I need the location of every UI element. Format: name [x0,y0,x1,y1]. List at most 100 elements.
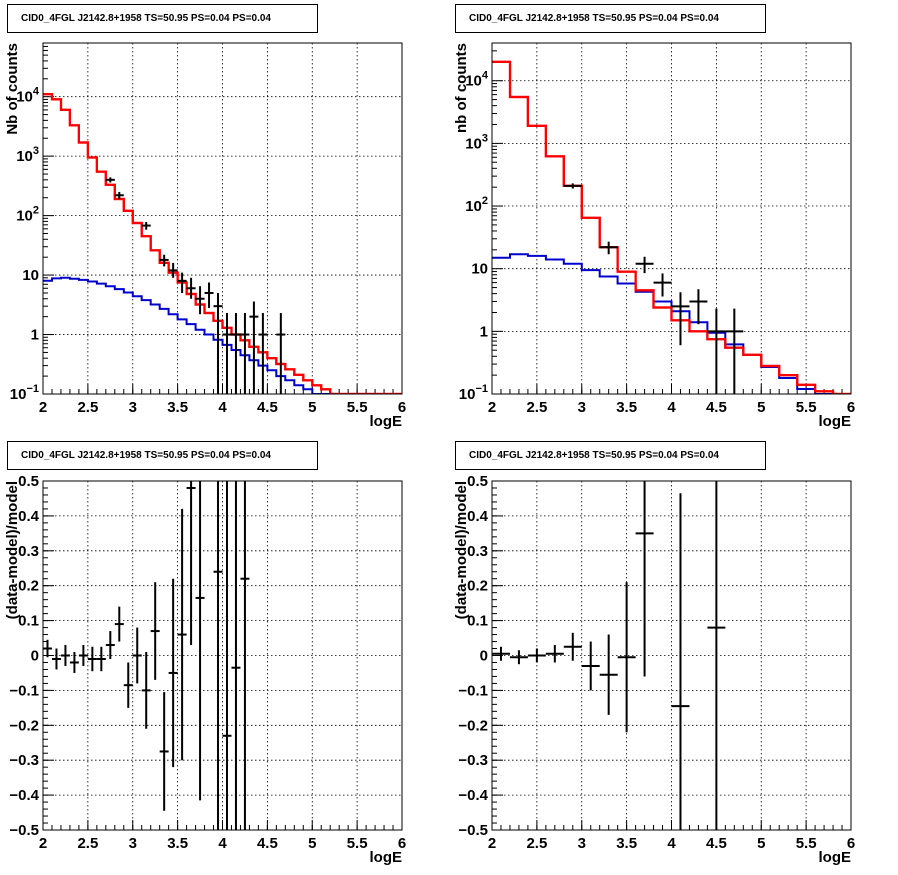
x-tick-label: 4 [218,399,227,416]
x-tick-label: 3 [129,399,137,416]
y-tick-label: −0.1 [9,682,39,699]
chart-panel-top-right: 2 2.5 3 3.5 4 4.5 5 5.5 6 10−1 1 10 102 103 104 logE nb … [453,42,855,430]
x-tick-label: 2.5 [526,399,547,416]
data-point [276,313,286,394]
y-tick-label: 102 [16,205,39,225]
chart-panel-top-left: 2 2.5 3 3.5 4 4.5 5 5.5 6 10−1 1 10 102 103 104 logE Nb … [4,42,406,430]
data-point [195,286,205,315]
data-point [671,493,690,830]
data-point [177,272,187,293]
x-tick-label: 3 [578,399,586,416]
plot-area [43,93,402,394]
x-tick-label: 2 [488,835,496,852]
data-point [599,634,618,715]
plot-frame [491,480,852,831]
data-point [141,652,151,729]
x-tick-label: 6 [847,399,855,416]
data-point [563,632,582,661]
y-tick-label: 10−1 [10,383,39,403]
x-tick-label: 5.5 [347,835,368,852]
plot-frame [42,480,403,831]
y-tick-label: 102 [465,195,488,215]
total-model-histogram [43,93,402,394]
x-tick-label: 5 [308,399,316,416]
x-tick-label: 6 [398,835,406,852]
x-tick-label: 3.5 [616,399,637,416]
chart-title: CID0_4FGL J2142.8+1958 TS=50.95 PS=0.04 … [469,450,719,461]
data-point [492,646,510,661]
data-point [240,313,250,394]
data-point [105,177,115,183]
y-tick-label: 0.5 [467,473,488,490]
x-tick-label: 6 [398,399,406,416]
data-point [240,481,250,830]
data-point [635,481,654,677]
y-axis-label: (data-model)/model [453,481,470,619]
data-point [213,481,223,830]
y-tick-label: 104 [16,86,40,106]
x-tick-label: 4.5 [706,835,727,852]
chart-panel-bottom-left: 2 2.5 3 3.5 4 4.5 5 5.5 6 −0.5 −0.4 −0.3 −0.2 −0.1 0 0.… [4,473,406,866]
background-model-histogram [43,276,402,394]
data-point [563,183,582,189]
data-point [231,313,241,394]
x-axis-label: logE [819,849,852,866]
data-point [60,645,70,666]
y-tick-label: 1 [480,323,488,340]
data-point [114,606,124,642]
data-point [599,241,618,255]
y-tick-label: 10 [471,261,488,278]
x-tick-label: 4.5 [257,835,278,852]
chart-title: CID0_4FGL J2142.8+1958 TS=50.95 PS=0.04 … [21,13,271,24]
y-tick-label: 0.1 [467,613,488,630]
x-axis-label: logE [370,413,403,430]
data-point [222,481,232,830]
x-tick-label: 4.5 [257,399,278,416]
x-tick-label: 5 [757,835,765,852]
data-point [635,256,654,274]
data-point [87,646,97,672]
x-tick-label: 4.5 [706,399,727,416]
x-tick-label: 2.5 [526,835,547,852]
x-tick-label: 5.5 [796,399,817,416]
y-tick-label: 0.4 [467,508,489,525]
x-tick-label: 2.5 [77,399,98,416]
y-tick-label: −0.3 [9,752,39,769]
y-tick-label: 104 [465,70,489,90]
y-axis-label: (data-model)/model [4,481,21,619]
title-box-top-left: CID0_4FGL J2142.8+1958 TS=50.95 PS=0.04 … [7,4,318,33]
x-tick-label: 2.5 [77,835,98,852]
y-tick-label: −0.4 [9,787,39,804]
x-tick-label: 4 [218,835,227,852]
data-point [671,292,690,346]
y-tick-label: 0 [480,648,488,665]
x-tick-label: 2 [488,399,496,416]
data-point [69,652,79,673]
plot-area [492,481,726,830]
data-point [725,308,744,394]
data-point [168,262,178,278]
y-tick-label: 0.5 [18,473,39,490]
data-point [150,582,160,680]
x-axis-label: logE [819,413,852,430]
chart-title: CID0_4FGL J2142.8+1958 TS=50.95 PS=0.04 … [21,450,271,461]
data-point [231,481,241,830]
data-point [617,582,636,733]
x-tick-label: 5 [757,399,765,416]
y-axis-label: Nb of counts [4,43,21,135]
y-tick-label: 0.2 [467,578,488,595]
data-point [545,645,564,663]
data-point [105,631,115,659]
x-tick-label: 2 [39,835,47,852]
y-tick-label: 1 [31,327,39,344]
data-point [177,508,187,761]
x-tick-label: 3 [578,835,586,852]
data-point [43,639,52,658]
data-point [132,627,142,684]
plot-area [492,60,851,394]
y-tick-label: −0.4 [458,787,488,804]
data-point [96,646,106,672]
title-box-bottom-right: CID0_4FGL J2142.8+1958 TS=50.95 PS=0.04 … [455,441,766,470]
y-tick-label: −0.5 [458,822,488,839]
